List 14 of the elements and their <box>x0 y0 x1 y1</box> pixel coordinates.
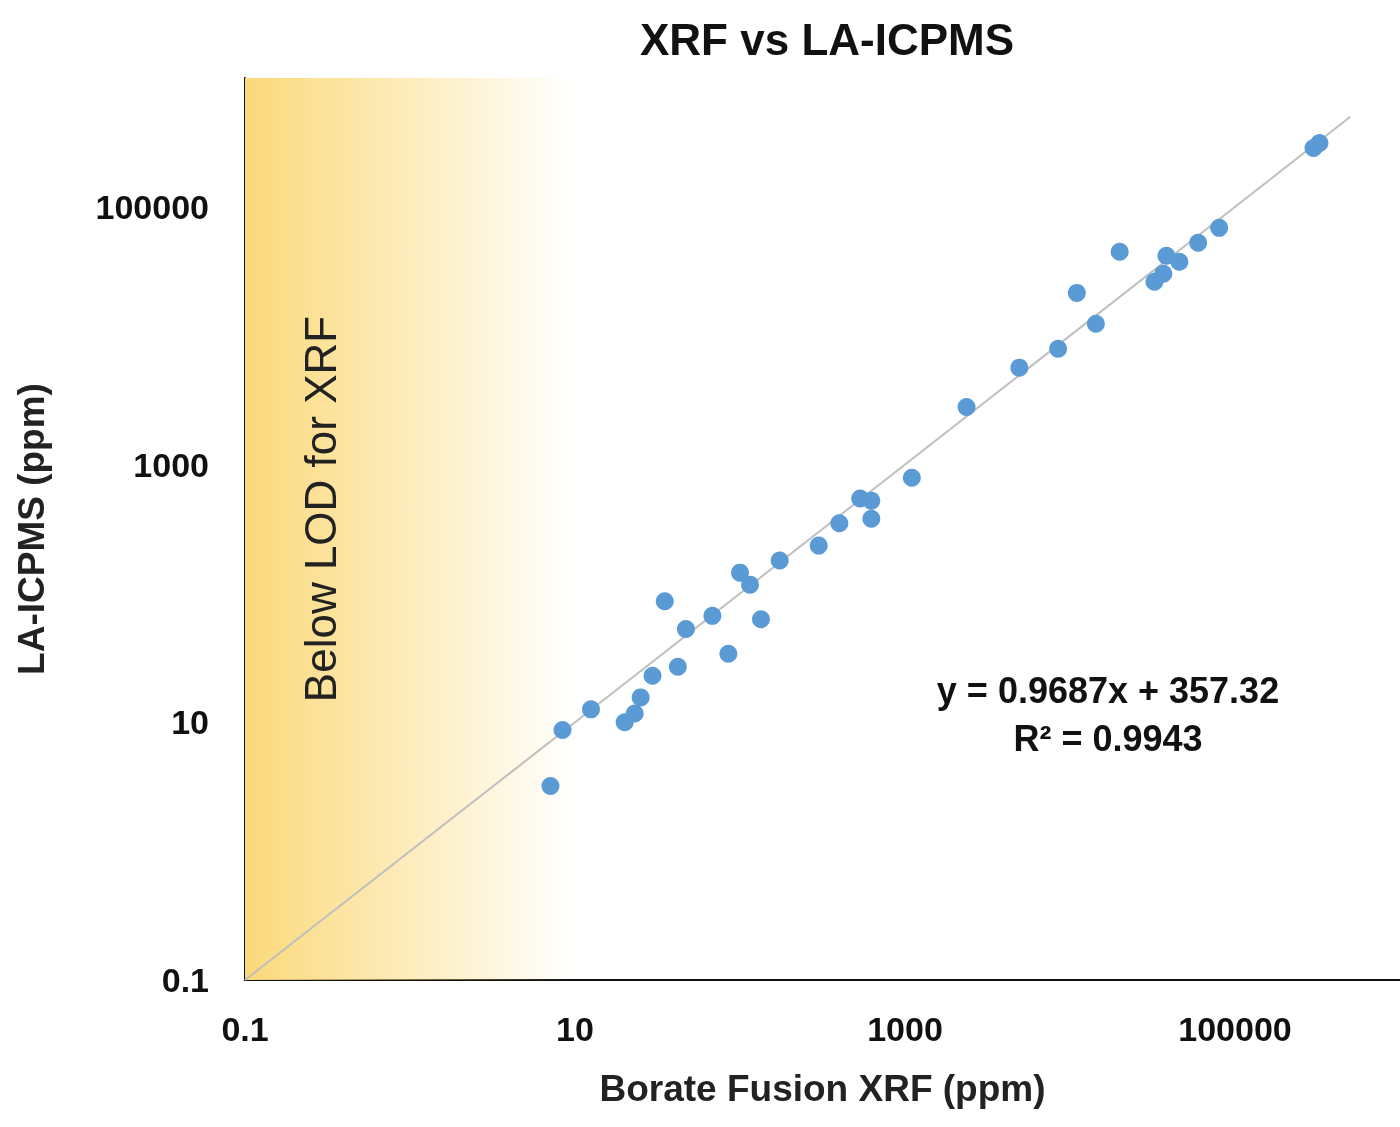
y-axis-title: LA-ICPMS (ppm) <box>11 383 52 675</box>
x-tick-label: 10 <box>556 1010 594 1048</box>
band-label: Below LOD for XRF <box>295 315 345 703</box>
annotation: y = 0.9687x + 357.32 <box>936 669 1280 711</box>
x-axis-title: Borate Fusion XRF (ppm) <box>599 1068 1046 1109</box>
y-tick-label: 1000 <box>133 445 209 484</box>
chart-title: XRF vs LA-ICPMS <box>639 14 1015 64</box>
y-tick-label: 10 <box>171 703 209 742</box>
y-tick-label: 0.1 <box>161 961 209 999</box>
annotation: R² = 0.9943 <box>1013 717 1203 759</box>
y-tick-label: 100000 <box>95 187 209 226</box>
x-tick-label: 1000 <box>867 1010 943 1048</box>
x-tick-label: 0.1 <box>221 1010 269 1048</box>
x-tick-label: 100000 <box>1178 1010 1292 1048</box>
